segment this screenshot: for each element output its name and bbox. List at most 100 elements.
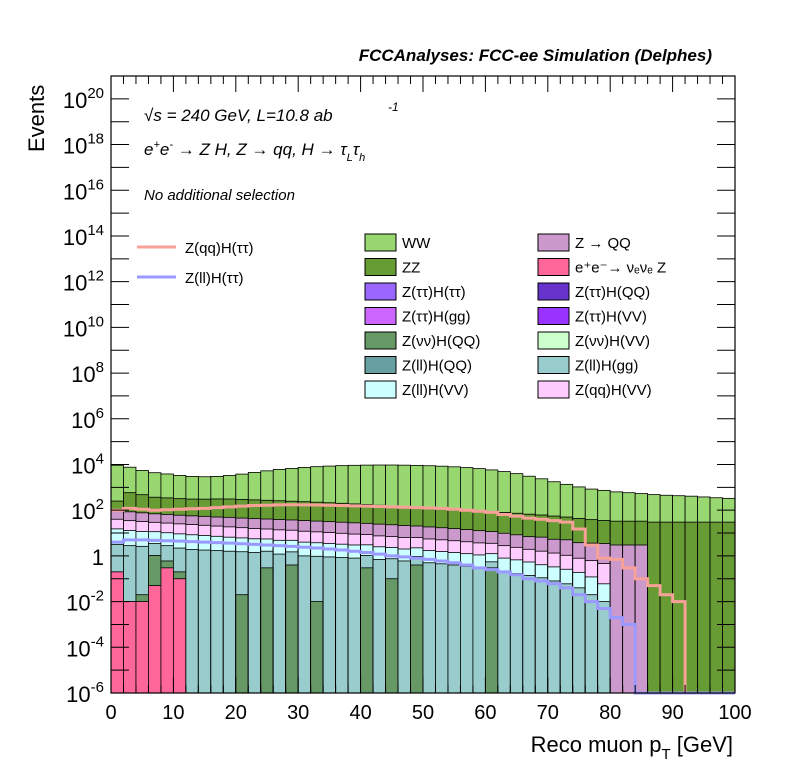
legend-label-z-h-qq-0: Z(νν)H(QQ) — [402, 333, 480, 350]
bar-zz-bin-49 — [722, 521, 736, 694]
legend-label-z-h-vv-1: Z(νν)H(VV) — [575, 333, 650, 350]
bar-z-ll-h-gg-bin-29 — [472, 567, 486, 694]
tau-h-symbol: τ — [353, 140, 361, 159]
legend-label-ww-0: WW — [402, 235, 431, 252]
bar-z-h-qq-bin-22 — [385, 578, 399, 694]
y-tick-label-14: 1014 — [63, 222, 104, 250]
energy-annotation: √s = 240 GeV, L=10.8 ab -1 — [144, 100, 399, 125]
x-tick-label-30: 30 — [287, 702, 309, 724]
bar-zz-bin-46 — [684, 521, 698, 694]
x-tick-label-20: 20 — [225, 702, 247, 724]
bar-z-h-qq-bin-10 — [235, 594, 249, 694]
x-axis-title-main: Reco muon p — [531, 732, 662, 757]
y-tick-label-18: 1018 — [63, 131, 104, 159]
legend-swatch-zz-0 — [364, 258, 397, 276]
process-annotation: e+e- → Z H, Z → qq, H → τLτh — [144, 139, 365, 164]
axis-ticks: 0 10 20 30 40 50 60 70 80 90 10010-610-410-2110210… — [63, 75, 752, 724]
legend-swatch-z-h-vv-1 — [537, 307, 570, 325]
bar-z-ll-h-gg-bin-21 — [372, 559, 386, 694]
legend-label-z-h-gg-0: Z(ττ)H(gg) — [402, 309, 471, 326]
legend-label-z-ll-h-vv-0: Z(ll)H(VV) — [402, 382, 469, 399]
legend-swatch-z-ll-h-gg-1 — [537, 356, 570, 374]
y-tick-label-8: 108 — [71, 359, 104, 387]
electron-label-2: e — [160, 140, 169, 159]
legend-label-zqq-htautau: Z(qq)H(ττ) — [185, 240, 254, 257]
bar-z-ll-h-gg-bin-27 — [447, 564, 461, 694]
x-axis-title: Reco muon pT [GeV] — [531, 732, 733, 763]
legend-label-z-ll-h-gg-1: Z(ll)H(gg) — [575, 358, 638, 375]
bar-z-ll-h-gg-bin-6 — [185, 549, 199, 694]
legend-swatch-z-h-vv-1 — [537, 331, 570, 350]
legend-label-zz-0: ZZ — [402, 260, 420, 277]
bar-z-qq-bin-42 — [634, 544, 649, 694]
x-tick-label-0: 0 — [105, 702, 116, 724]
legend-swatch-z-h-0 — [364, 282, 397, 301]
bar-z-ll-h-gg-bin-37 — [572, 587, 586, 694]
chart-title: FCCAnalyses: FCC-ee Simulation (Delphes) — [359, 46, 713, 65]
signal-line-z-qq-h — [111, 503, 735, 695]
legend-swatch-z-qq-h-vv-1 — [537, 380, 570, 399]
legend-swatch-z-ll-h-qq-0 — [364, 356, 397, 374]
bar-z-h-qq-bin-16 — [310, 601, 324, 694]
bar-z-ll-h-gg-bin-38 — [584, 594, 599, 694]
electron-minus: - — [169, 139, 173, 151]
legend-label-e-e-z-1: e⁺e⁻→ νₑνₑ Z — [575, 260, 666, 277]
bar-zz-bin-45 — [672, 521, 686, 694]
y-tick-label-16: 1016 — [63, 176, 104, 204]
legend-label-z-h-vv-1: Z(ττ)H(VV) — [575, 309, 647, 326]
bar-z-ll-h-gg-bin-8 — [210, 550, 224, 694]
bar-z-ll-h-gg-bin-17 — [322, 556, 337, 694]
x-tick-label-90: 90 — [661, 702, 683, 724]
y-tick-label-10: 1010 — [63, 313, 104, 341]
bar-e-e-z-bin-4 — [160, 567, 174, 694]
y-tick-label-4: 104 — [71, 450, 104, 478]
bar-z-ll-h-gg-bin-18 — [335, 557, 349, 694]
signal-line-z-ll-h — [111, 538, 735, 695]
bar-zz-bin-44 — [659, 521, 673, 694]
bar-zz-bin-47 — [697, 521, 711, 694]
y-tick-label-0: 1 — [92, 545, 104, 570]
legend-label-zll-htautau: Z(ll)H(ττ) — [185, 270, 244, 287]
bar-z-ll-h-gg-bin-9 — [222, 550, 237, 694]
electron-label: e — [144, 140, 153, 159]
bar-e-e-z-bin-3 — [148, 585, 162, 694]
signal-legend: Z(qq)H(ττ) Z(ll)H(ττ) — [137, 240, 254, 287]
bar-z-ll-h-gg-bin-19 — [347, 557, 361, 694]
bar-z-ll-h-gg-bin-36 — [559, 583, 574, 694]
bar-z-ll-h-gg-bin-33 — [522, 575, 536, 694]
x-tick-label-50: 50 — [412, 702, 434, 724]
y-tick-label-12: 1012 — [63, 268, 104, 296]
x-tick-label-60: 60 — [474, 702, 496, 724]
legend-swatch-z-h-qq-1 — [537, 282, 570, 301]
legend-label-z-h-qq-1: Z(ττ)H(QQ) — [575, 284, 650, 301]
x-axis-title-unit: [GeV] — [671, 732, 733, 757]
legend-swatch-z-ll-h-vv-0 — [364, 380, 397, 399]
bar-z-ll-h-gg-bin-32 — [509, 573, 524, 694]
tau-l-sub: L — [347, 152, 353, 164]
bar-e-e-z-bin-0 — [110, 571, 124, 694]
svg-text:√s = 240 GeV, L=10.8 ab: √s = 240 GeV, L=10.8 ab — [144, 106, 333, 125]
y-tick-label-6: 106 — [71, 405, 104, 433]
bar-zz-bin-48 — [709, 521, 723, 694]
background-legend: WW ZZ Z(ττ)H(ττ) Z(ττ)H(gg) Z(νν)H(QQ) Z(ll)H… — [364, 233, 666, 399]
x-tick-label-10: 10 — [162, 702, 184, 724]
y-axis-title: Events — [24, 85, 49, 152]
y-tick-label--2: 10-2 — [66, 588, 104, 616]
bar-z-h-qq-bin-24 — [410, 564, 424, 694]
sqrt-s-label: √s — [144, 106, 162, 125]
legend-swatch-z-qq-1 — [537, 233, 570, 252]
y-tick-label-20: 1020 — [63, 85, 104, 113]
legend-label-z-h-0: Z(ττ)H(ττ) — [402, 284, 466, 301]
x-tick-label-100: 100 — [718, 702, 751, 724]
y-tick-label--4: 10-4 — [66, 633, 104, 661]
bar-z-ll-h-gg-bin-13 — [272, 553, 287, 694]
legend-swatch-z-h-gg-0 — [364, 307, 397, 325]
bar-z-ll-h-gg-bin-7 — [197, 549, 212, 694]
selection-label: No additional selection — [144, 187, 295, 204]
bar-z-ll-h-gg-bin-35 — [547, 580, 561, 694]
bar-e-e-z-bin-5 — [172, 578, 187, 694]
bar-z-h-qq-bin-30 — [484, 567, 499, 694]
legend-label-z-qq-1: Z → QQ — [575, 235, 631, 252]
bar-z-ll-h-gg-bin-31 — [497, 571, 511, 694]
